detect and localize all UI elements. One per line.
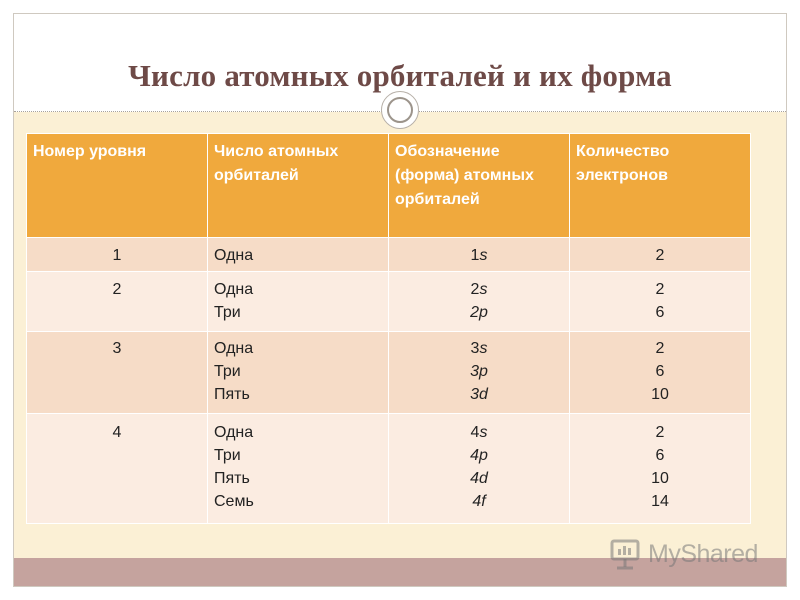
cell-orbital-designations: 2s 2p [388, 271, 570, 332]
table-header-row: Номер уровня Число атомных орбиталей Обо… [26, 133, 751, 238]
ornament-ring [387, 97, 413, 123]
cell-level: 1 [26, 237, 208, 272]
myshared-watermark: MyShared [606, 536, 766, 572]
cell-level: 4 [26, 413, 208, 524]
cell-electrons: 2 [569, 237, 751, 272]
cell-orbital-designations: 1s [388, 237, 570, 272]
orbital-designation: 4s [470, 424, 488, 441]
electron-count-line: 6 [655, 363, 665, 380]
orbital-designation: 4d [470, 470, 488, 487]
orbital-count-line: Три [214, 304, 241, 321]
orbital-count-line: Пять [214, 386, 250, 403]
orbital-count-line: Одна [214, 281, 254, 298]
electron-count-line: 2 [655, 247, 665, 264]
table-row: 3 Одна Три Пять 3s 3p 3d 2 6 10 [26, 331, 751, 414]
electron-count-line: 6 [655, 304, 665, 321]
orbital-designation: 4f [472, 493, 486, 510]
cell-electrons: 2 6 [569, 271, 751, 332]
electron-count-line: 10 [651, 386, 669, 403]
electron-count-line: 10 [651, 470, 669, 487]
header-electron-count: Количество электронов [569, 133, 751, 238]
cell-orbital-designations: 3s 3p 3d [388, 331, 570, 414]
orbital-designation: 1s [470, 247, 488, 264]
bottom-bar [14, 558, 786, 586]
orbital-designation: 2p [470, 304, 488, 321]
orbital-count-line: Пять [214, 470, 250, 487]
orbital-count-line: Одна [214, 247, 254, 264]
watermark-text: MyShared [648, 540, 758, 568]
electron-count-line: 2 [655, 340, 665, 357]
orbital-count-line: Три [214, 363, 241, 380]
cell-level: 2 [26, 271, 208, 332]
presentation-board-icon [610, 539, 640, 570]
table-row: 2 Одна Три 2s 2p 2 6 [26, 271, 751, 332]
electron-count-line: 14 [651, 493, 669, 510]
cell-electrons: 2 6 10 [569, 331, 751, 414]
table-row: 1 Одна 1s 2 [26, 237, 751, 272]
orbital-designation: 3d [470, 386, 488, 403]
orbital-designation: 2s [470, 281, 488, 298]
cell-electrons: 2 6 10 14 [569, 413, 751, 524]
header-orbital-count: Число атомных орбиталей [207, 133, 389, 238]
electron-count-line: 2 [655, 281, 665, 298]
divider-ornament-icon [381, 91, 419, 129]
cell-orbital-designations: 4s 4p 4d 4f [388, 413, 570, 524]
cell-orbital-counts: Одна [207, 237, 389, 272]
header-level: Номер уровня [26, 133, 208, 238]
orbital-count-line: Одна [214, 340, 254, 357]
orbital-count-line: Одна [214, 424, 254, 441]
orbital-count-line: Семь [214, 493, 254, 510]
electron-count-line: 6 [655, 447, 665, 464]
orbital-designation: 3s [470, 340, 488, 357]
cell-orbital-counts: Одна Три Пять Семь [207, 413, 389, 524]
cell-orbital-counts: Одна Три Пять [207, 331, 389, 414]
cell-level: 3 [26, 331, 208, 414]
orbitals-table: Номер уровня Число атомных орбиталей Обо… [26, 133, 751, 524]
orbital-designation: 4p [470, 447, 488, 464]
orbital-designation: 3p [470, 363, 488, 380]
slide-title: Число атомных орбиталей и их форма [128, 58, 672, 93]
cell-orbital-counts: Одна Три [207, 271, 389, 332]
table-row: 4 Одна Три Пять Семь 4s 4p 4d 4f 2 6 10 … [26, 413, 751, 524]
orbital-count-line: Три [214, 447, 241, 464]
electron-count-line: 2 [655, 424, 665, 441]
header-orbital-designation: Обозначение (форма) атомных орбиталей [388, 133, 570, 238]
